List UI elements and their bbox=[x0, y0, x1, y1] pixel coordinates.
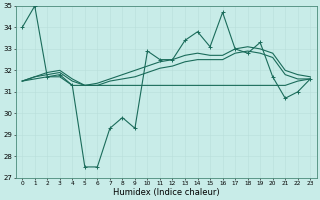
X-axis label: Humidex (Indice chaleur): Humidex (Indice chaleur) bbox=[113, 188, 220, 197]
